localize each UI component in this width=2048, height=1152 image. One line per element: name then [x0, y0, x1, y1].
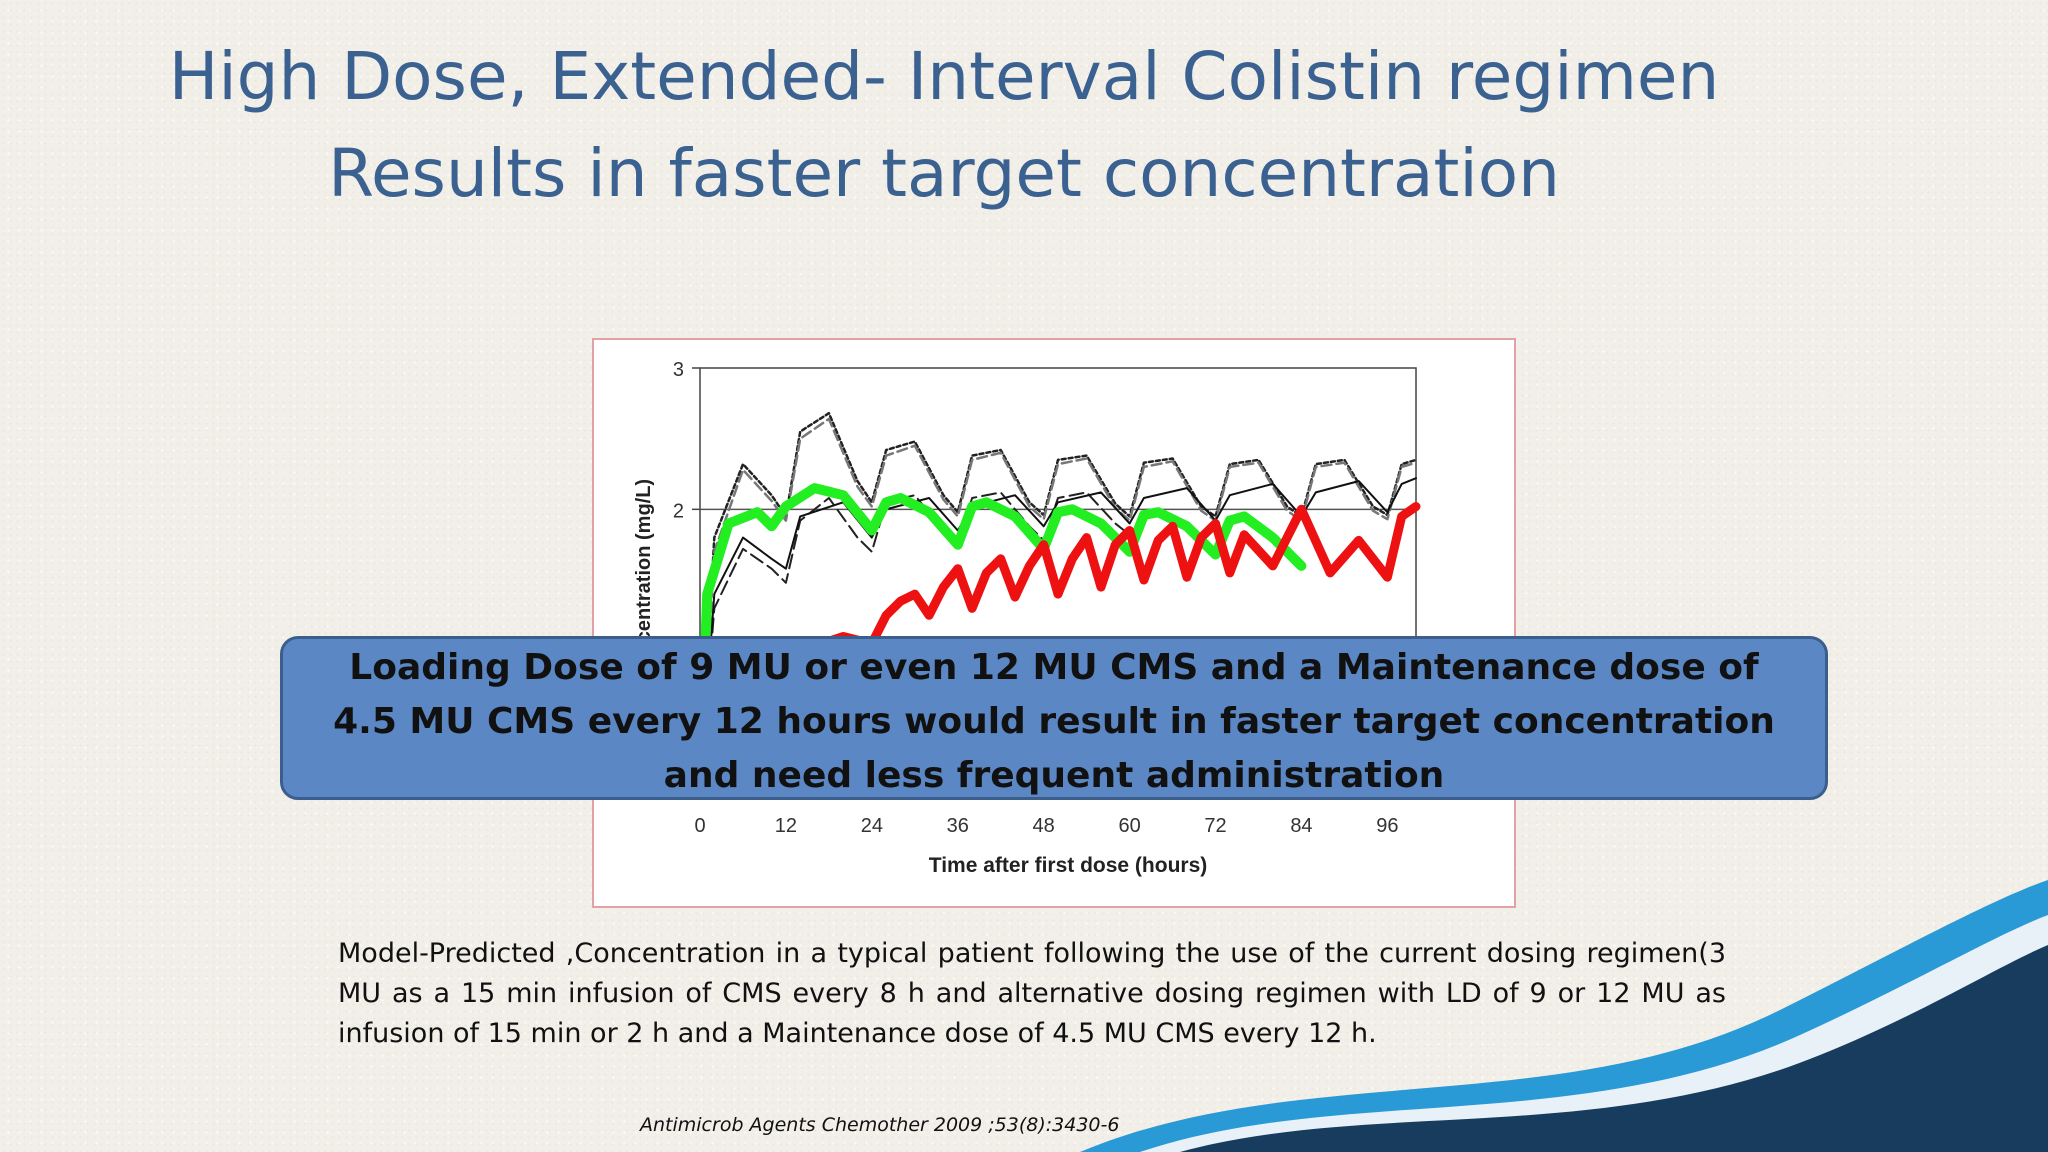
x-tick-label: 84 [1290, 815, 1312, 837]
x-tick-label: 24 [861, 815, 883, 837]
chart-frame: 2 3 0 12 24 36 48 60 72 84 96 Time after first dose… [592, 338, 1516, 908]
x-tick-label: 0 [694, 815, 705, 837]
x-tick-label: 96 [1376, 815, 1398, 837]
series-line-6 [817, 502, 1421, 649]
x-tick-label: 72 [1204, 815, 1226, 837]
x-tick-label: 36 [947, 815, 969, 837]
y-axis-label: Concentration (mg/L) [633, 479, 655, 681]
callout-box: Loading Dose of 9 MU or even 12 MU CMS a… [280, 636, 1828, 800]
series-line-4 [699, 477, 1417, 793]
figure-caption: Model-Predicted ,Concentration in a typi… [338, 938, 1726, 1049]
x-tick-label: 12 [775, 815, 797, 837]
wave-dark-band [1180, 945, 2048, 1152]
y-tick-label: 2 [673, 500, 684, 522]
y-tick-label: 3 [673, 359, 684, 381]
series-line-5 [695, 483, 1307, 797]
x-tick-label: 48 [1033, 815, 1055, 837]
series-line-2 [698, 417, 1418, 794]
citation: Antimicrob Agents Chemother 2009 ;53(8):… [640, 1114, 1120, 1136]
x-tick-label: 60 [1118, 815, 1140, 837]
slide-title-line2: Results in faster target concentration [328, 135, 1560, 212]
concentration-chart: 2 3 0 12 24 36 48 60 72 84 96 Time after first dose… [633, 359, 1421, 877]
slide-title-line1: High Dose, Extended- Interval Colistin r… [168, 38, 1720, 115]
x-axis-label: Time after first dose (hours) [929, 854, 1208, 877]
